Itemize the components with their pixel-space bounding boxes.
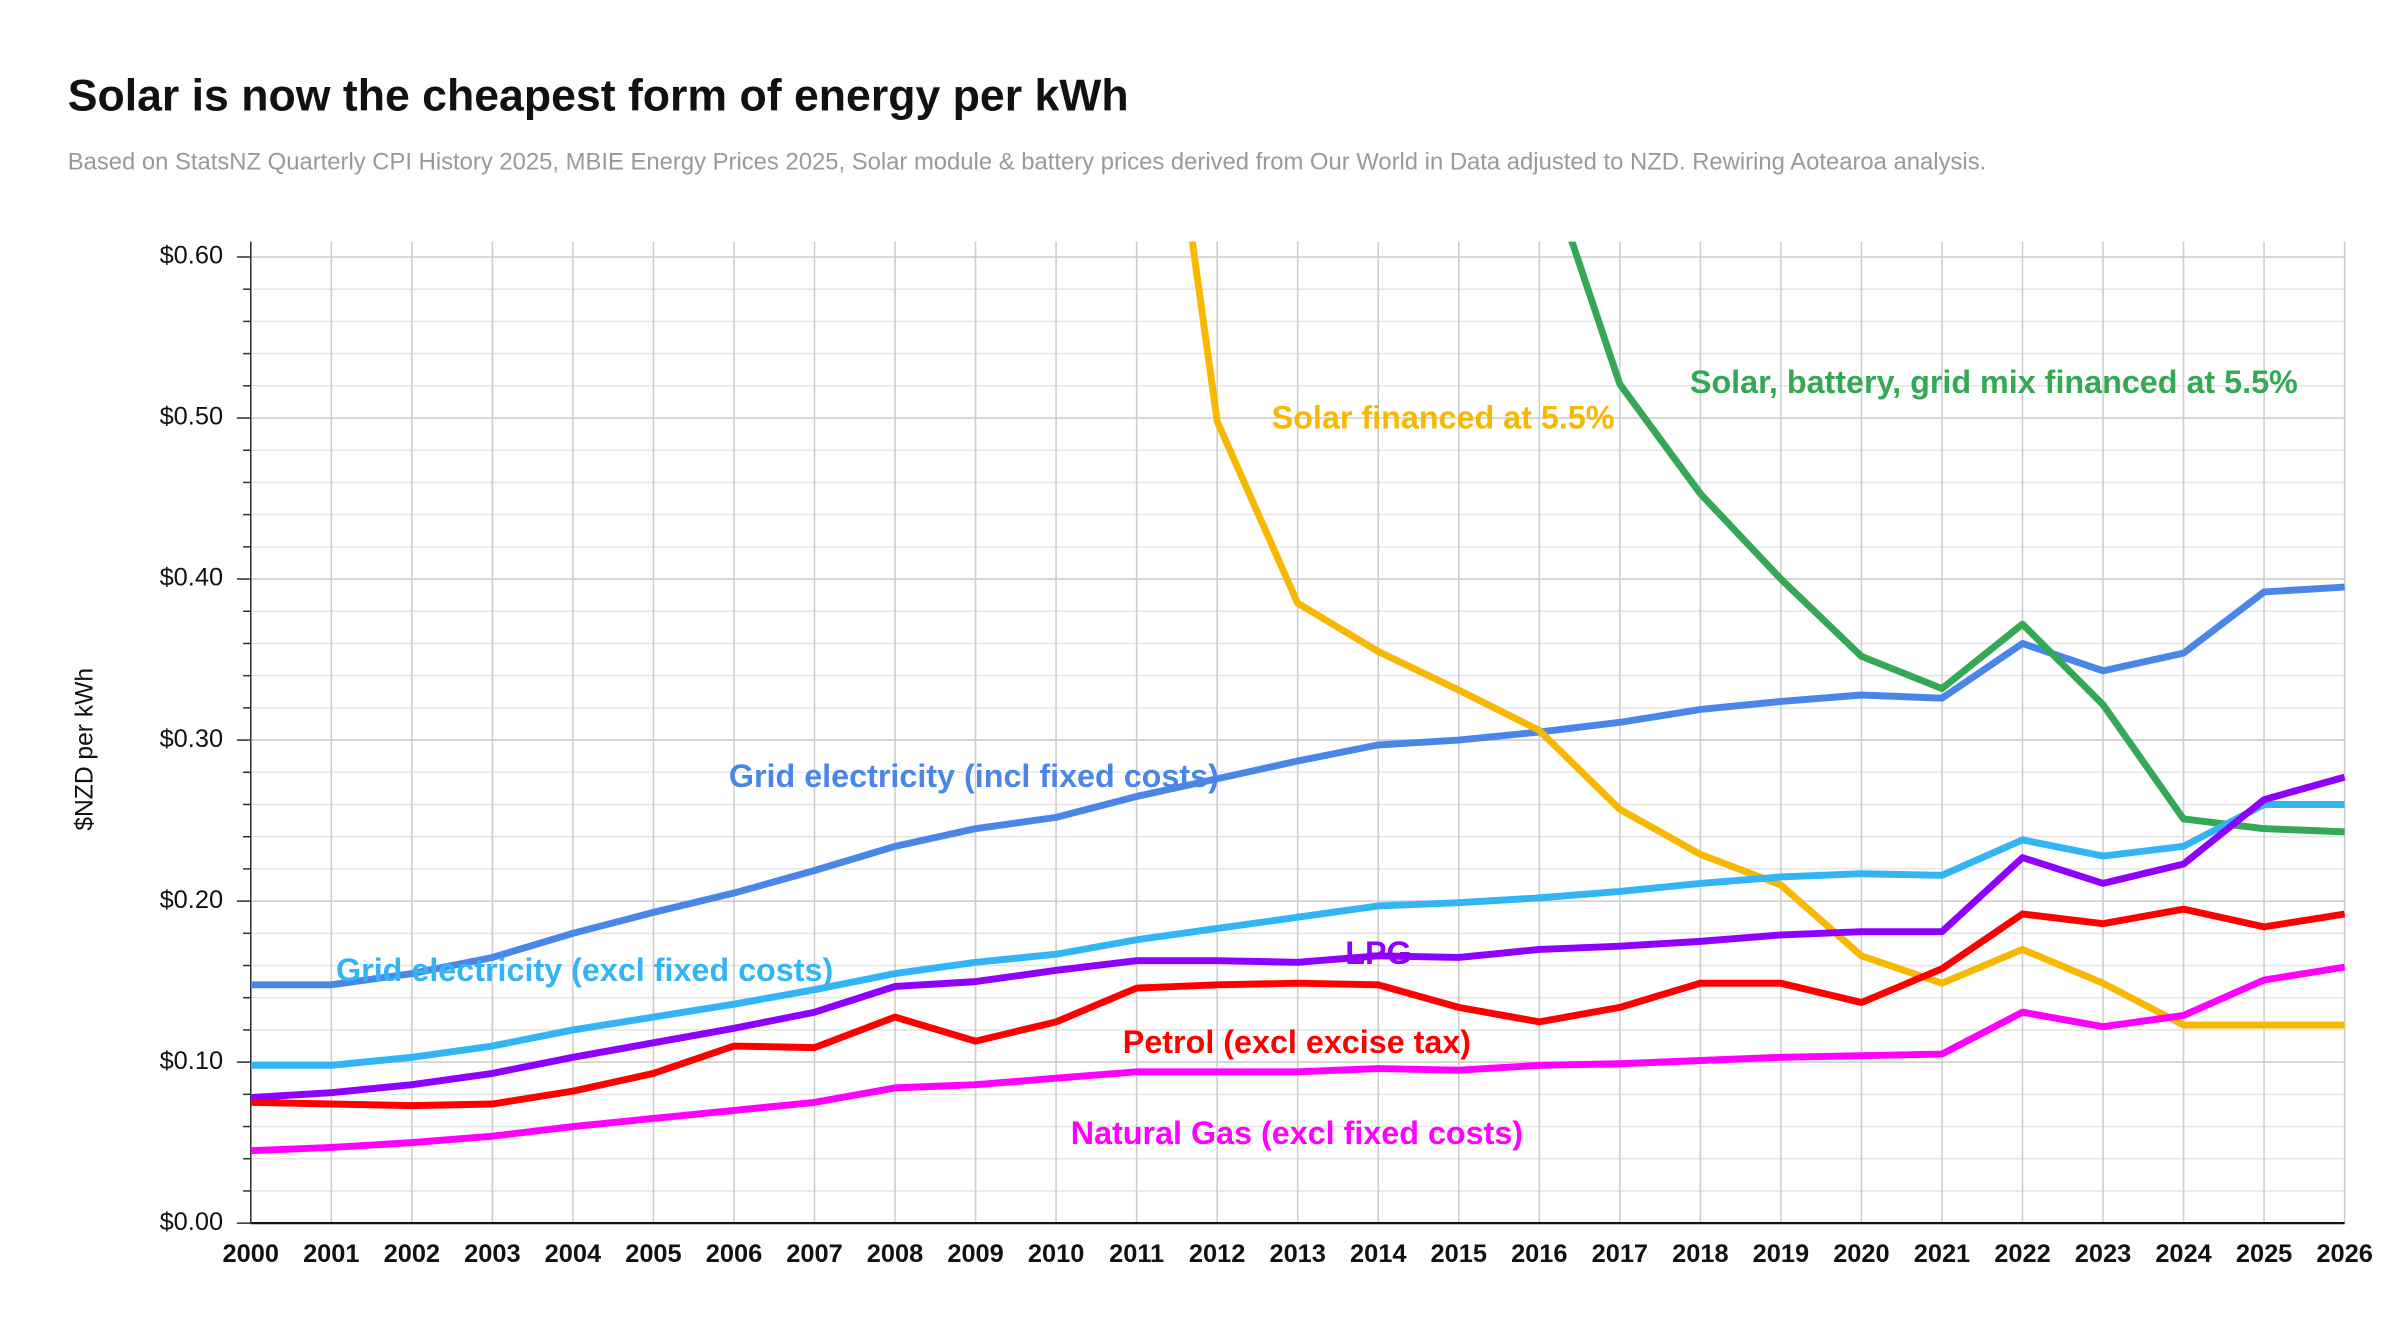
y-tick-label: $0.20 [160,886,223,914]
series-line [250,773,2346,1102]
y-tick-label: $0.00 [160,1208,223,1236]
y-tick-label: $0.30 [160,725,223,753]
x-tick-label: 2014 [1350,1240,1406,1268]
x-tick-label: 2002 [384,1240,440,1268]
x-tick-label: 2015 [1431,1240,1487,1268]
series-line [250,963,2346,1155]
x-tick-label: 2013 [1269,1240,1325,1268]
chart-title: Solar is now the cheapest form of energy… [68,71,1129,120]
x-tick-label: 2005 [625,1240,681,1268]
y-axis-label: $NZD per kWh [72,668,99,831]
series-label: Solar financed at 5.5% [1272,400,1615,436]
x-tick-label: 2008 [867,1240,923,1268]
series-line [250,801,2345,1069]
series-label: Grid electricity (incl fixed costs) [729,758,1219,794]
series-line [250,583,2345,989]
x-tick-label: 2024 [2155,1240,2211,1268]
series-line [1188,241,2345,1029]
x-tick-label: 2007 [786,1240,842,1268]
series-label: Petrol (excl excise tax) [1123,1024,1471,1060]
x-tick-label: 2001 [303,1240,359,1268]
series-label: Solar, battery, grid mix financed at 5.5… [1690,364,2298,400]
y-tick-label: $0.60 [160,242,223,270]
series-label: LPG [1345,935,1411,971]
x-tick-label: 2006 [706,1240,762,1268]
y-tick-label: $0.50 [160,403,223,431]
x-tick-label: 2020 [1833,1240,1889,1268]
x-tick-label: 2016 [1511,1240,1567,1268]
series-label: Grid electricity (excl fixed costs) [336,952,833,988]
series-line [1568,241,2345,836]
annotations: Grid electricity (incl fixed costs) Solar… [336,364,2298,1151]
x-tick-label: 2018 [1672,1240,1728,1268]
x-tick-label: 2004 [545,1240,601,1268]
x-tick-label: 2021 [1914,1240,1970,1268]
x-tick-label: 2026 [2316,1240,2372,1268]
plot-area [250,241,2346,1155]
x-tick-label: 2023 [2075,1240,2131,1268]
x-tick-label: 2019 [1753,1240,1809,1268]
x-tick-label: 2003 [464,1240,520,1268]
x-tick-label: 2010 [1028,1240,1084,1268]
chart-subtitle: Based on StatsNZ Quarterly CPI History 2… [68,148,1987,175]
x-tick-label: 2009 [947,1240,1003,1268]
x-tick-label: 2011 [1109,1240,1164,1268]
y-tick-label: $0.10 [160,1047,223,1075]
y-tick-label: $0.40 [160,564,223,592]
x-tick-label: 2022 [1994,1240,2050,1268]
x-tick-label: 2025 [2236,1240,2292,1268]
x-tick-label: 2000 [223,1240,279,1268]
x-tick-label: 2017 [1592,1240,1648,1268]
series-label: Natural Gas (excl fixed costs) [1071,1115,1523,1151]
x-tick-label: 2012 [1189,1240,1245,1268]
series-line [250,905,2346,1110]
